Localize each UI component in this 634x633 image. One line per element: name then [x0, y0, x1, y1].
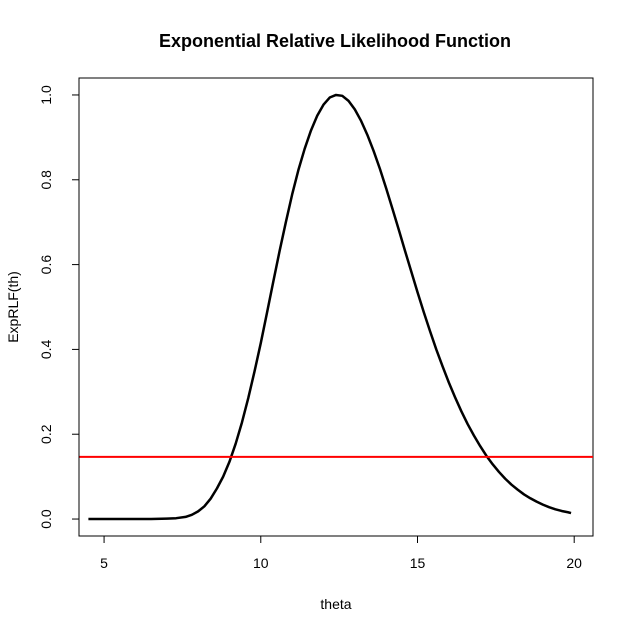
- y-tick-label: 0.4: [38, 339, 54, 359]
- y-tick-label: 1.0: [38, 85, 54, 105]
- y-tick-label: 0.8: [38, 170, 54, 190]
- y-tick-label: 0.6: [38, 255, 54, 275]
- x-tick-label: 20: [566, 555, 582, 571]
- chart-title: Exponential Relative Likelihood Function: [159, 31, 511, 51]
- y-tick-label: 0.2: [38, 424, 54, 444]
- plot-frame: [78, 77, 594, 537]
- x-axis: 5 10 15 20: [100, 535, 582, 571]
- y-tick-label: 0.0: [38, 509, 54, 529]
- plot-area: [79, 93, 593, 521]
- x-tick-label: 5: [100, 555, 108, 571]
- y-axis-label: ExpRLF(th): [5, 271, 21, 343]
- likelihood-curve: [88, 93, 572, 521]
- y-axis: 0.0 0.2 0.4 0.6 0.8 1.0: [38, 85, 80, 529]
- x-tick-label: 15: [410, 555, 426, 571]
- x-tick-label: 10: [253, 555, 269, 571]
- x-axis-label: theta: [320, 596, 351, 612]
